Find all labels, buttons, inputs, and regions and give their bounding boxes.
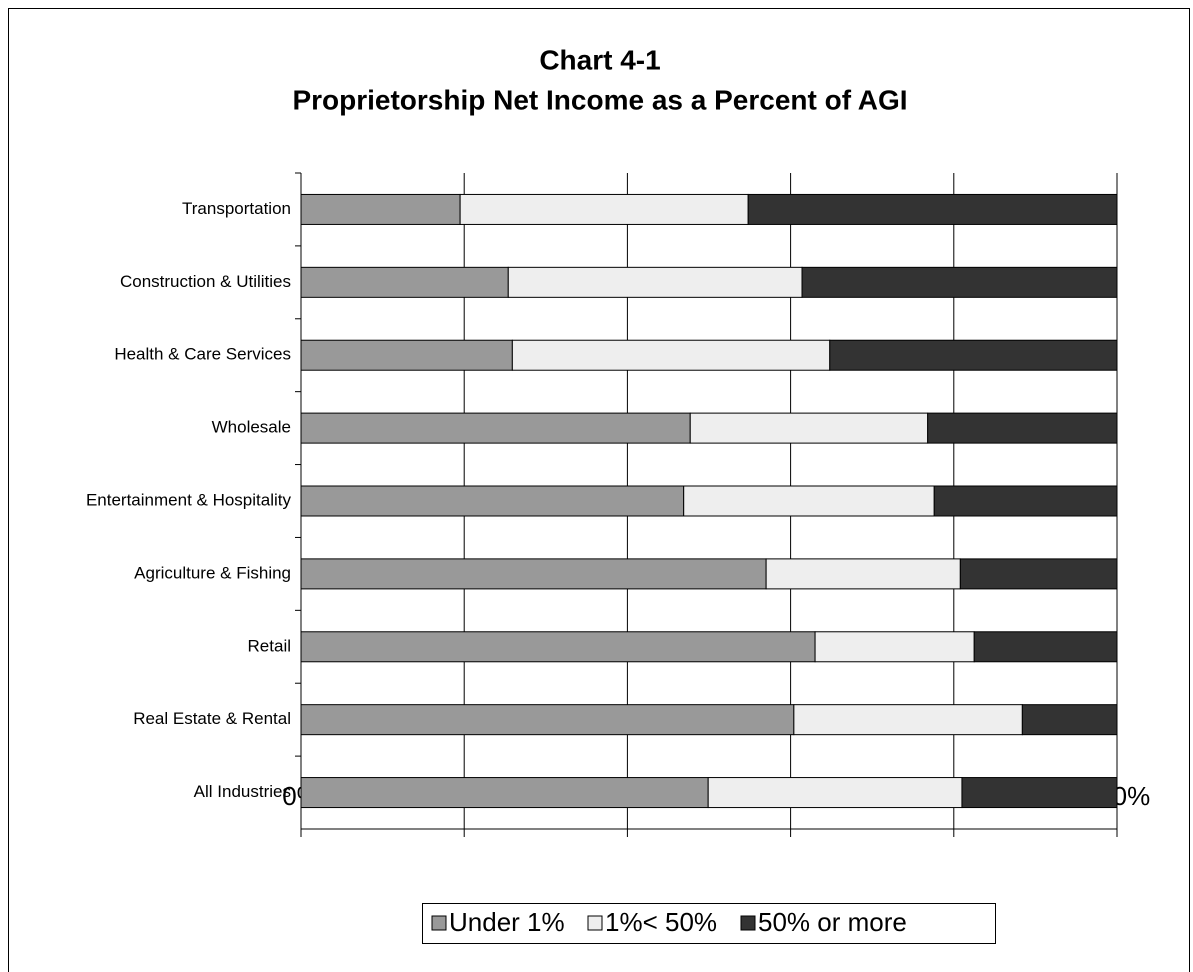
bar-segment — [689, 412, 929, 444]
bar-segment — [300, 558, 767, 590]
bar-segment — [300, 412, 691, 444]
y-tick-label: Construction & Utilities — [120, 272, 291, 291]
bar-segment — [927, 412, 1118, 444]
y-tick-label: Wholesale — [212, 418, 291, 437]
legend-box — [422, 903, 996, 944]
bar-segment — [459, 193, 749, 225]
bar-segment — [814, 631, 975, 663]
y-tick-label: Retail — [248, 636, 291, 655]
bar-segment — [933, 485, 1118, 517]
bar-segment — [707, 777, 963, 809]
bar-segment — [300, 193, 461, 225]
y-tick-label: Health & Care Services — [114, 345, 291, 364]
legend-label: Under 1% — [449, 907, 565, 937]
legend-label: 1%< 50% — [605, 907, 717, 937]
chart-subtitle: Proprietorship Net Income as a Percent o… — [292, 84, 907, 115]
bar-segment — [300, 266, 509, 298]
bar-segment — [300, 339, 513, 371]
legend-swatch — [587, 915, 603, 931]
bar-segment — [507, 266, 803, 298]
bar-segment — [747, 193, 1118, 225]
legend-swatch — [431, 915, 447, 931]
bar-segment — [801, 266, 1118, 298]
y-tick-label: Agriculture & Fishing — [134, 563, 291, 582]
bar-segment — [683, 485, 935, 517]
bar-segment — [829, 339, 1118, 371]
bar-segment — [300, 631, 816, 663]
bar-segment — [973, 631, 1118, 663]
bar-segment — [765, 558, 961, 590]
legend-swatch — [740, 915, 756, 931]
bar-segment — [511, 339, 831, 371]
chart-title: Chart 4-1 — [539, 44, 660, 75]
bar-segment — [300, 704, 795, 736]
y-tick-label: Transportation — [182, 199, 291, 218]
y-tick-label: All Industries — [194, 782, 291, 801]
bar-segment — [793, 704, 1023, 736]
bar-segment — [961, 777, 1118, 809]
bar-segment — [1021, 704, 1118, 736]
y-tick-label: Real Estate & Rental — [133, 709, 291, 728]
y-tick-label: Entertainment & Hospitality — [86, 490, 292, 509]
bar-segment — [300, 777, 709, 809]
bar-segment — [959, 558, 1118, 590]
bar-segment — [300, 485, 685, 517]
legend-label: 50% or more — [758, 907, 907, 937]
